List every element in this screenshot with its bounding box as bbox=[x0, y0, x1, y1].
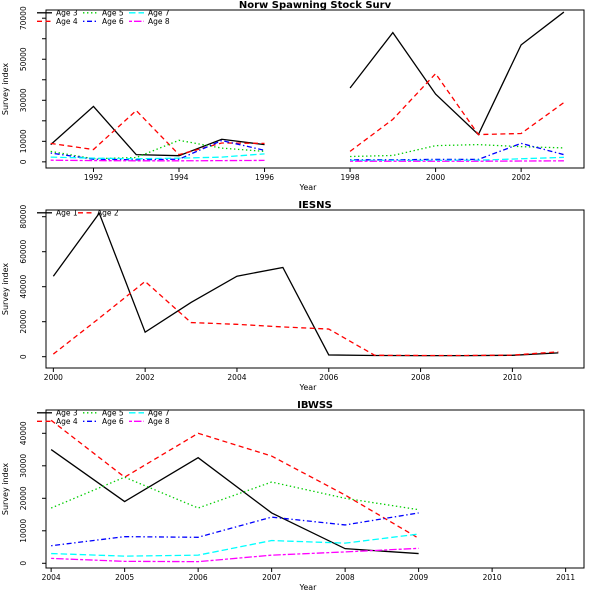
x-tick-label: 2004 bbox=[42, 573, 61, 582]
x-tick-label: 1994 bbox=[169, 173, 188, 182]
x-tick-label: 2008 bbox=[336, 573, 355, 582]
y-tick-label: 20000 bbox=[19, 310, 28, 334]
y-tick-label: 0 bbox=[19, 159, 28, 164]
x-tick-label: 2011 bbox=[556, 573, 575, 582]
series-line-age-5 bbox=[50, 139, 564, 160]
series-line-age-3 bbox=[50, 11, 565, 157]
x-tick-label: 2000 bbox=[44, 373, 63, 382]
y-tick-label: 50000 bbox=[19, 47, 28, 71]
y-tick-label: 10000 bbox=[19, 519, 28, 543]
y-axis-label: Survey index bbox=[1, 63, 10, 116]
series-line-age-4 bbox=[50, 419, 419, 539]
x-axis-label: Year bbox=[299, 183, 318, 192]
chart-panel-norw-spawning-stock-surv: Norw Spawning Stock Surv Survey index Ye… bbox=[1, 0, 585, 192]
legend-label-age-8: Age 8 bbox=[148, 17, 170, 26]
x-tick-label: 2002 bbox=[136, 373, 155, 382]
y-axis-label: Survey index bbox=[1, 463, 10, 516]
legend-label-age-7: Age 7 bbox=[148, 9, 170, 18]
series-line-age-4 bbox=[50, 72, 565, 156]
x-tick-label: 2009 bbox=[409, 573, 428, 582]
chart-panel-ibwss: IBWSS Survey index Year 2004 2005 2006 2007… bbox=[1, 400, 585, 592]
y-tick-label: 30000 bbox=[19, 454, 28, 478]
x-axis-label: Year bbox=[299, 583, 318, 592]
plot-box bbox=[45, 409, 585, 569]
x-tick-label: 1992 bbox=[84, 173, 103, 182]
x-tick-label: 2006 bbox=[189, 573, 208, 582]
legend-label-age-6: Age 6 bbox=[102, 17, 124, 26]
legend-label-age-5: Age 5 bbox=[102, 9, 124, 18]
x-tick-label: 2010 bbox=[483, 573, 502, 582]
series-line-age-5 bbox=[50, 476, 419, 511]
legend: Age 1 Age 2 bbox=[37, 209, 119, 218]
chart-title: Norw Spawning Stock Surv bbox=[239, 0, 392, 11]
series-line-age-1 bbox=[52, 211, 559, 357]
series-line-age-7 bbox=[50, 153, 564, 162]
y-tick-label: 80000 bbox=[19, 205, 28, 229]
y-tick-label: 60000 bbox=[19, 240, 28, 264]
legend-label-age-3: Age 3 bbox=[56, 409, 78, 418]
legend-label-age-1: Age 1 bbox=[56, 209, 78, 218]
y-tick-label: 10000 bbox=[19, 129, 28, 153]
y-tick-label: 0 bbox=[19, 354, 28, 359]
y-tick-label: 20000 bbox=[19, 486, 28, 510]
series-line-age-7 bbox=[51, 533, 419, 557]
legend-label-age-2: Age 2 bbox=[97, 209, 119, 218]
series-line-age-6 bbox=[51, 512, 419, 547]
plot-box bbox=[45, 9, 585, 169]
series-line-age-3 bbox=[50, 449, 419, 555]
x-tick-label: 2007 bbox=[262, 573, 281, 582]
x-tick-label: 2002 bbox=[512, 173, 531, 182]
legend-label-age-6: Age 6 bbox=[102, 417, 124, 426]
chart-title: IESNS bbox=[298, 200, 331, 211]
chart-title: IBWSS bbox=[297, 400, 333, 411]
series-line-age-8 bbox=[51, 547, 419, 563]
x-tick-label: 2006 bbox=[319, 373, 338, 382]
x-tick-label: 2008 bbox=[411, 373, 430, 382]
x-axis-label: Year bbox=[299, 383, 318, 392]
axes: 2004 2005 2006 2007 2008 2009 2010 2011 0 10000 20… bbox=[19, 409, 585, 582]
legend-label-age-4: Age 4 bbox=[56, 417, 78, 426]
legend-label-age-5: Age 5 bbox=[102, 409, 124, 418]
x-tick-label: 2005 bbox=[115, 573, 134, 582]
x-tick-label: 2004 bbox=[227, 373, 246, 382]
legend-label-age-3: Age 3 bbox=[56, 9, 78, 18]
series-lines bbox=[50, 11, 565, 162]
x-tick-label: 1998 bbox=[341, 173, 360, 182]
axes: 1992 1994 1996 1998 2000 2002 0 10000 30000 50000… bbox=[19, 6, 585, 182]
x-tick-label: 2000 bbox=[426, 173, 445, 182]
axes: 2000 2002 2004 2006 2008 2010 0 20000 40000 60000… bbox=[19, 205, 585, 382]
x-tick-label: 1996 bbox=[255, 173, 274, 182]
y-tick-label: 70000 bbox=[19, 6, 28, 30]
x-tick-label: 2010 bbox=[503, 373, 522, 382]
series-lines bbox=[52, 211, 559, 357]
chart-panel-iesns: IESNS Survey index Year 2000 2002 2004 2006… bbox=[1, 200, 585, 392]
y-axis-label: Survey index bbox=[1, 263, 10, 316]
legend-label-age-4: Age 4 bbox=[56, 17, 78, 26]
legend-label-age-8: Age 8 bbox=[148, 417, 170, 426]
series-lines bbox=[50, 419, 419, 563]
y-tick-label: 40000 bbox=[19, 421, 28, 445]
series-line-age-2 bbox=[52, 280, 559, 357]
series-line-age-6 bbox=[50, 139, 565, 161]
series-line-age-8 bbox=[50, 159, 564, 162]
y-tick-label: 30000 bbox=[19, 88, 28, 112]
y-tick-label: 40000 bbox=[19, 275, 28, 299]
plot-box bbox=[45, 209, 585, 369]
y-tick-label: 0 bbox=[19, 561, 28, 566]
legend-label-age-7: Age 7 bbox=[148, 409, 170, 418]
